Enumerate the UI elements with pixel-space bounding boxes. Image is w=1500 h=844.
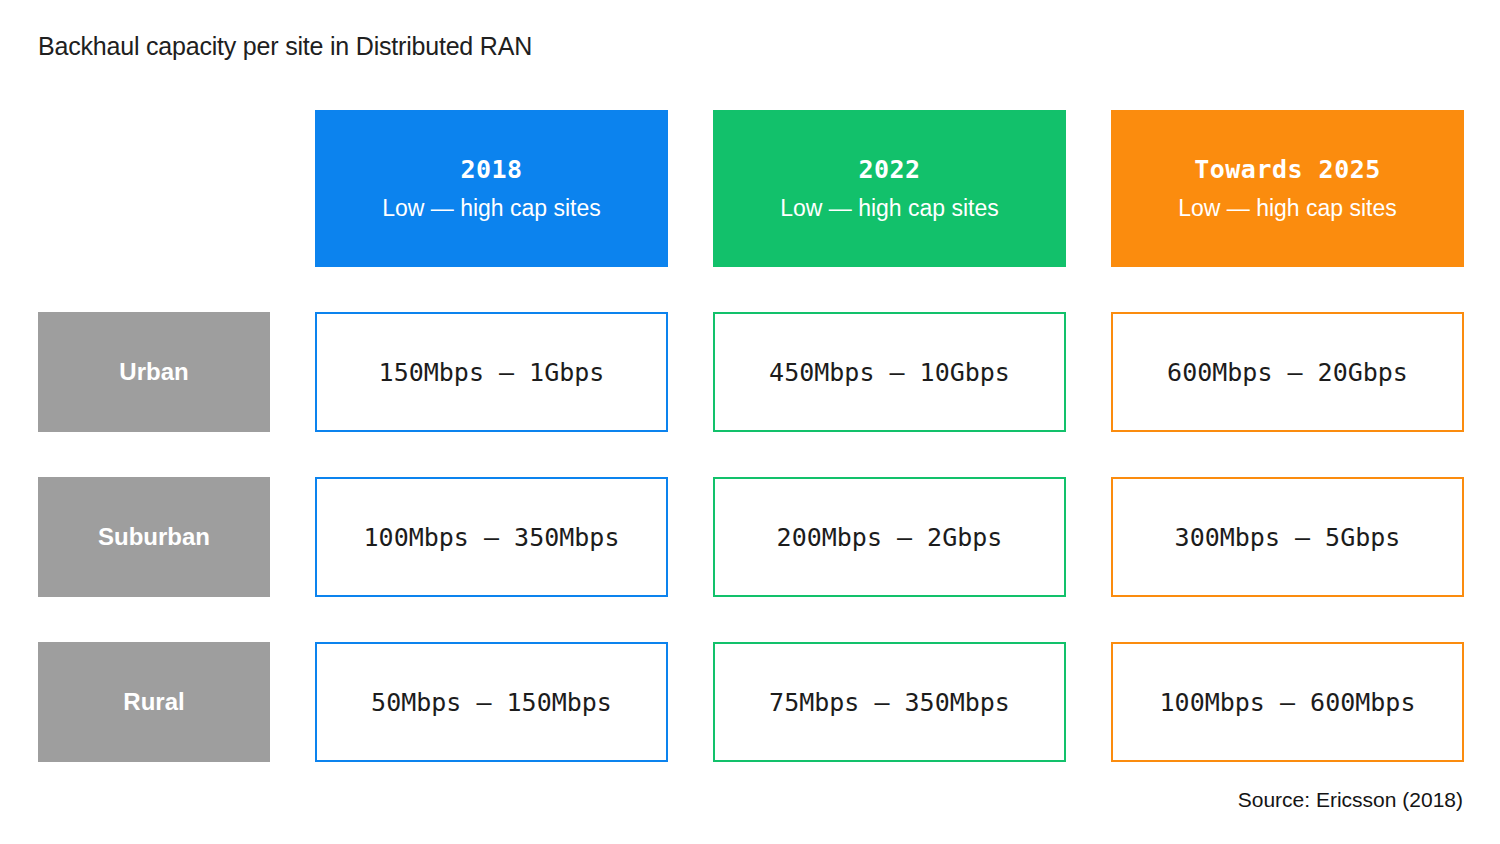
column-header-towards-2025-subtitle: Low — high cap sites [1178, 195, 1397, 222]
column-header-towards-2025: Towards 2025 Low — high cap sites [1111, 110, 1464, 267]
cell-suburban-2022: 200Mbps — 2Gbps [713, 477, 1066, 597]
cell-urban-2022: 450Mbps — 10Gbps [713, 312, 1066, 432]
row-label-urban: Urban [38, 312, 270, 432]
column-header-2018-subtitle: Low — high cap sites [382, 195, 601, 222]
cell-suburban-2018: 100Mbps — 350Mbps [315, 477, 668, 597]
cell-urban-2018: 150Mbps — 1Gbps [315, 312, 668, 432]
column-header-2018: 2018 Low — high cap sites [315, 110, 668, 267]
cell-rural-2018: 50Mbps — 150Mbps [315, 642, 668, 762]
page-title: Backhaul capacity per site in Distribute… [38, 32, 532, 61]
column-header-2018-year: 2018 [460, 155, 522, 184]
cell-suburban-towards-2025: 300Mbps — 5Gbps [1111, 477, 1464, 597]
capacity-table: 2018 Low — high cap sites 2022 Low — hig… [38, 110, 1464, 762]
column-header-2022-year: 2022 [858, 155, 920, 184]
cell-urban-towards-2025: 600Mbps — 20Gbps [1111, 312, 1464, 432]
cell-rural-2022: 75Mbps — 350Mbps [713, 642, 1066, 762]
row-label-rural: Rural [38, 642, 270, 762]
row-label-suburban: Suburban [38, 477, 270, 597]
table-corner-spacer [38, 110, 270, 267]
column-header-2022-subtitle: Low — high cap sites [780, 195, 999, 222]
cell-rural-towards-2025: 100Mbps — 600Mbps [1111, 642, 1464, 762]
column-header-2022: 2022 Low — high cap sites [713, 110, 1066, 267]
source-note: Source: Ericsson (2018) [1238, 788, 1463, 812]
backhaul-capacity-infographic: Backhaul capacity per site in Distribute… [0, 0, 1500, 844]
column-header-towards-2025-year: Towards 2025 [1194, 155, 1381, 184]
